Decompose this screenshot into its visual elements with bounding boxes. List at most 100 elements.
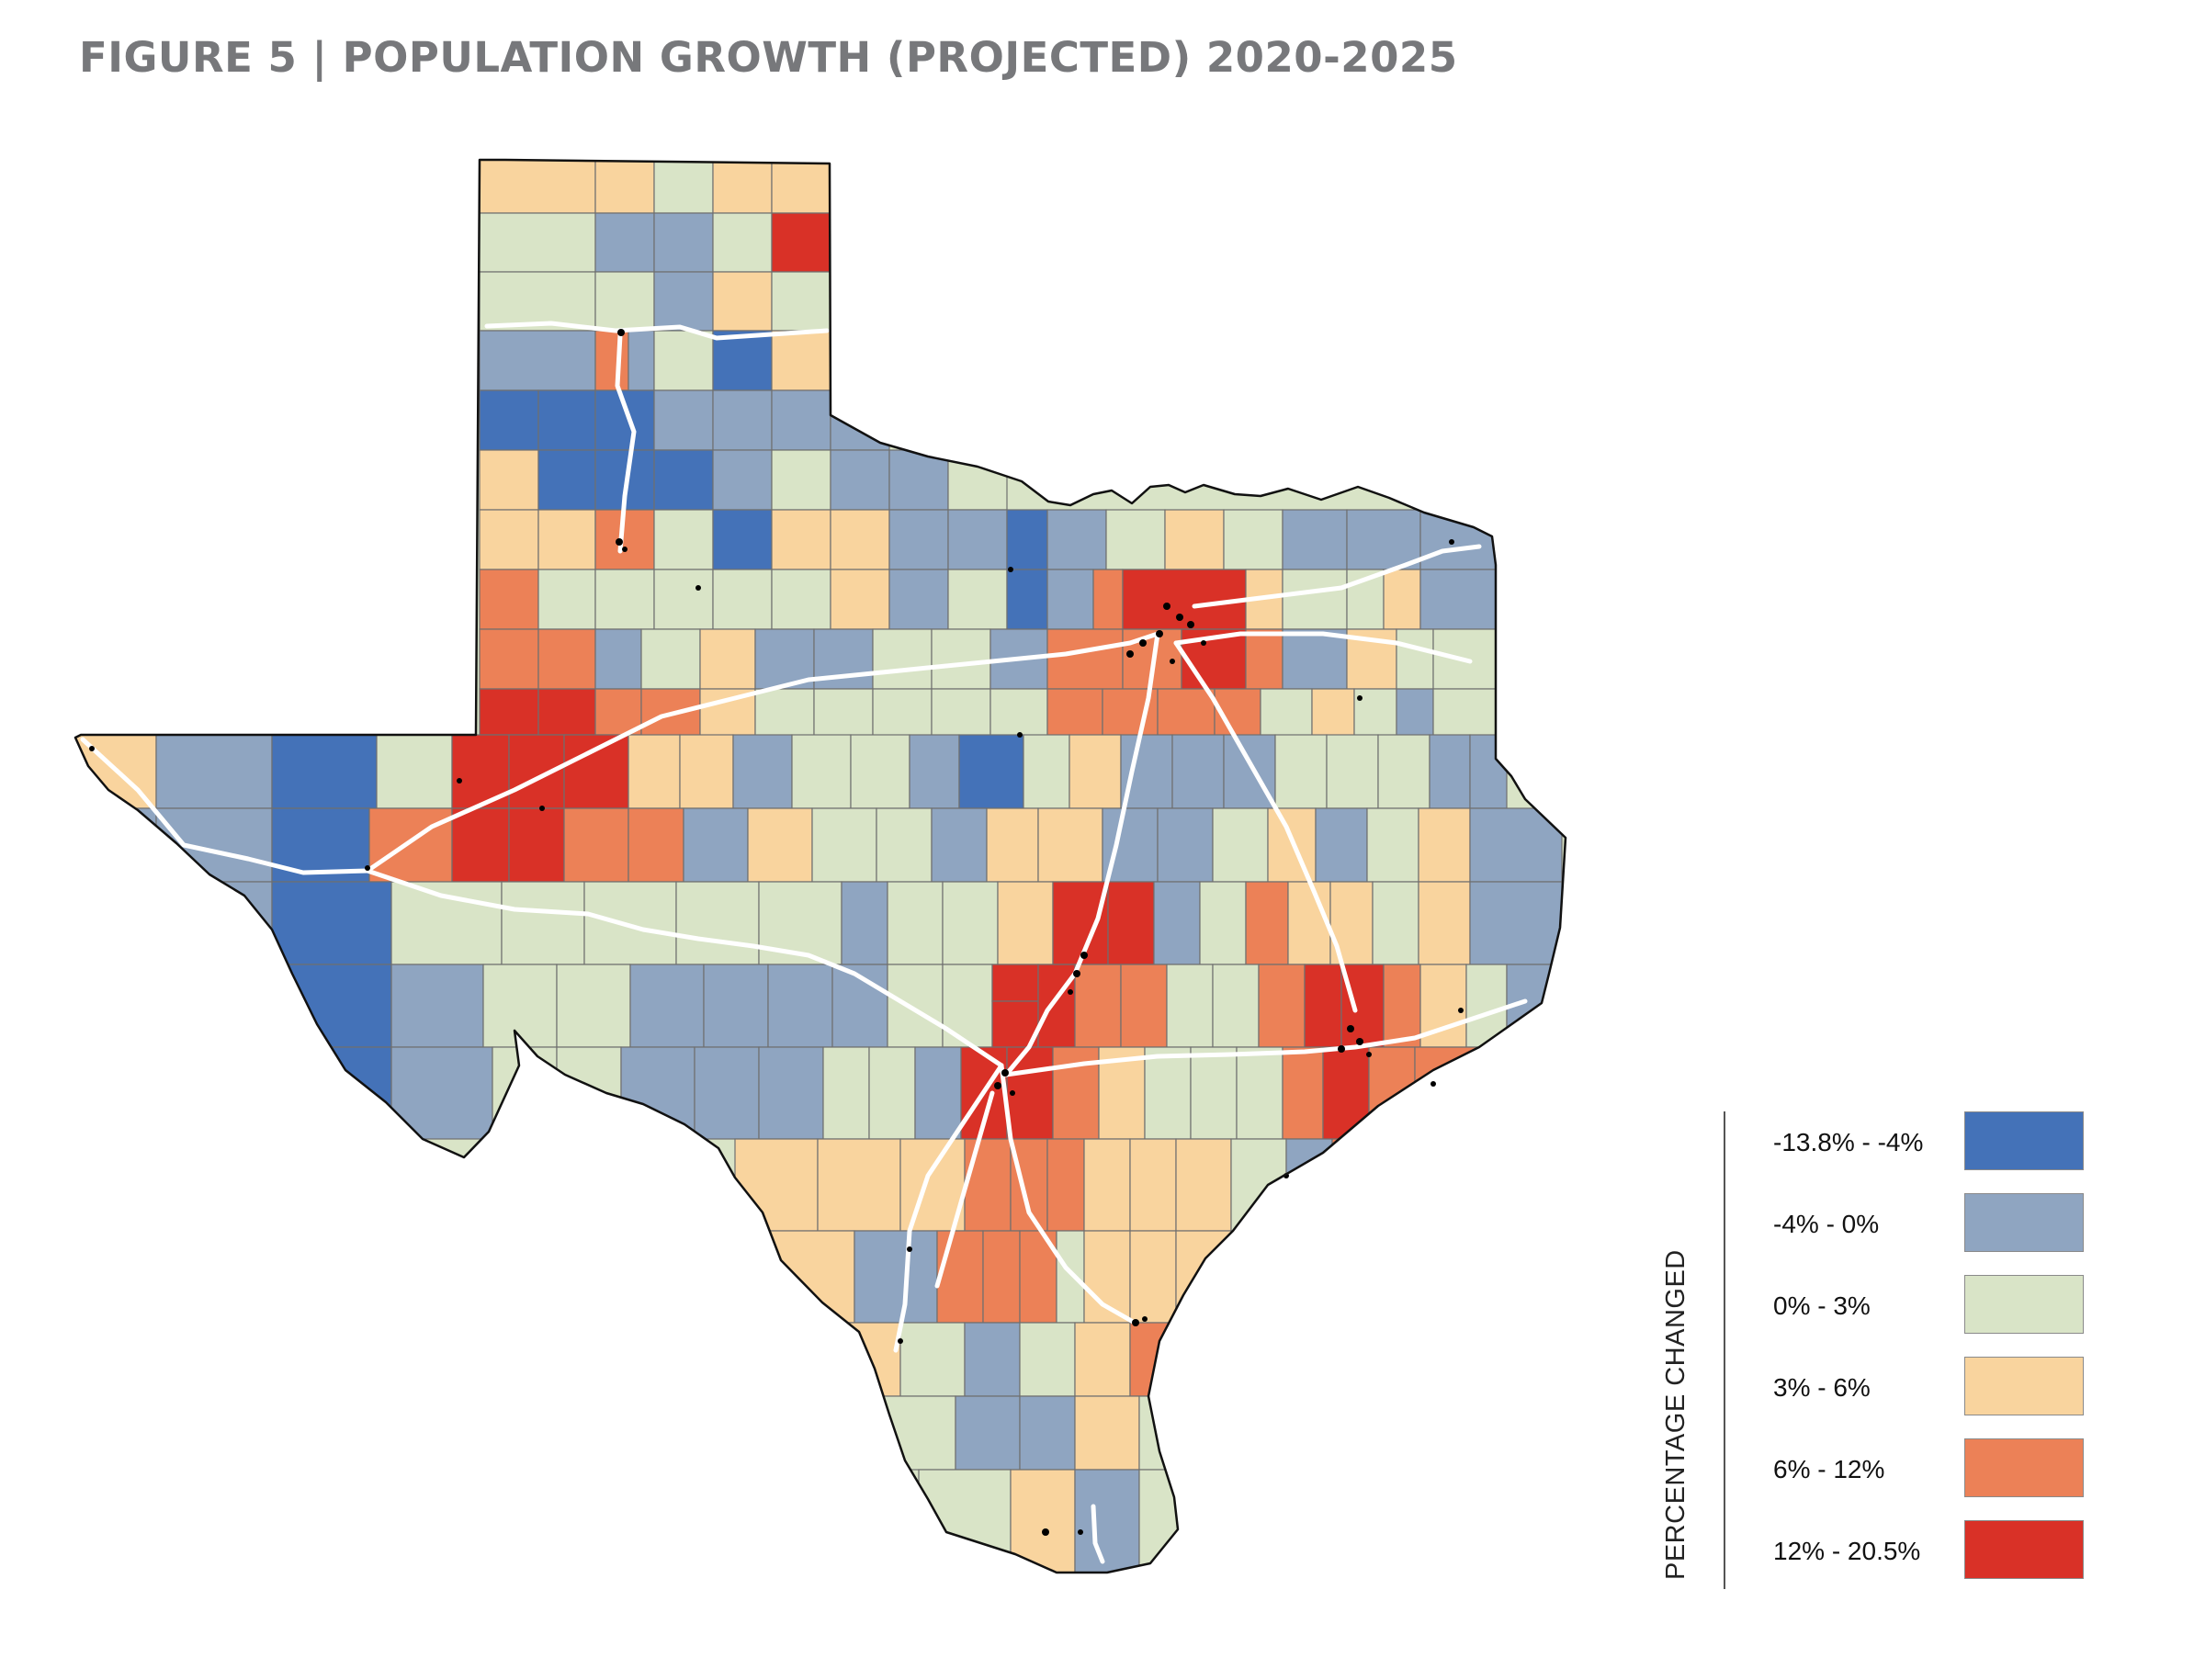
county bbox=[629, 964, 705, 1048]
county bbox=[653, 389, 714, 451]
county bbox=[1010, 1469, 1076, 1573]
highway bbox=[80, 631, 1160, 875]
legend-item: -4% - 0% bbox=[1773, 1193, 2086, 1254]
city-dot bbox=[457, 778, 462, 784]
county bbox=[1037, 807, 1103, 883]
county bbox=[868, 1046, 916, 1140]
county bbox=[1046, 628, 1124, 690]
map-legend: PERCENTAGE CHANGED -13.8% - -4% -4% - 0%… bbox=[1654, 1102, 2095, 1598]
city-dot bbox=[1156, 630, 1163, 637]
county bbox=[771, 271, 831, 332]
county bbox=[712, 509, 773, 570]
highway bbox=[1173, 640, 1358, 1013]
county bbox=[492, 1046, 558, 1140]
county bbox=[479, 212, 596, 273]
choropleth-map bbox=[74, 158, 1567, 1574]
county bbox=[1166, 964, 1214, 1048]
city-dot bbox=[1338, 1045, 1345, 1053]
county bbox=[1418, 881, 1471, 965]
county bbox=[653, 160, 714, 214]
county bbox=[1383, 964, 1421, 1048]
county bbox=[390, 881, 503, 965]
county bbox=[712, 569, 773, 630]
highway bbox=[615, 333, 637, 554]
county bbox=[537, 389, 596, 451]
county bbox=[1396, 628, 1434, 690]
county bbox=[1282, 569, 1348, 630]
county bbox=[1023, 734, 1070, 809]
county bbox=[537, 628, 596, 690]
county bbox=[1074, 1322, 1131, 1397]
county bbox=[1157, 807, 1214, 883]
county bbox=[1019, 1395, 1076, 1471]
county bbox=[1006, 509, 1048, 570]
city-dot bbox=[1347, 1025, 1354, 1032]
city-dot bbox=[1132, 1319, 1139, 1326]
county bbox=[594, 271, 655, 332]
county bbox=[1322, 1046, 1370, 1140]
county bbox=[947, 509, 1008, 570]
county bbox=[1144, 1046, 1192, 1140]
county bbox=[1478, 1046, 1554, 1140]
county bbox=[914, 1046, 962, 1140]
county bbox=[1175, 1138, 1232, 1232]
legend-item: 3% - 6% bbox=[1773, 1357, 2086, 1417]
county bbox=[1282, 509, 1348, 570]
county bbox=[479, 160, 596, 214]
city-dot bbox=[695, 585, 701, 591]
city-dot bbox=[1176, 614, 1183, 621]
legend-label: -4% - 0% bbox=[1773, 1210, 1880, 1238]
highway bbox=[1091, 1504, 1105, 1564]
city-dot bbox=[1017, 732, 1023, 738]
city-dot bbox=[1430, 1081, 1436, 1087]
county bbox=[1212, 964, 1260, 1048]
county bbox=[1469, 734, 1508, 809]
city-dot bbox=[1073, 970, 1080, 977]
county bbox=[1037, 964, 1076, 1048]
city-dot bbox=[1078, 1529, 1083, 1535]
county bbox=[942, 881, 999, 965]
county bbox=[1236, 1046, 1283, 1140]
county bbox=[479, 569, 539, 630]
county bbox=[594, 628, 642, 690]
county bbox=[947, 449, 1008, 511]
county bbox=[1304, 964, 1342, 1048]
county bbox=[811, 807, 877, 883]
county bbox=[771, 212, 831, 273]
county bbox=[955, 1395, 1021, 1471]
county bbox=[762, 1230, 855, 1324]
county bbox=[1052, 881, 1109, 965]
county bbox=[653, 509, 714, 570]
county bbox=[1245, 628, 1283, 690]
county bbox=[451, 807, 510, 883]
county bbox=[1019, 1322, 1076, 1397]
county bbox=[1230, 1230, 1278, 1324]
legend-item: 0% - 3% bbox=[1773, 1275, 2086, 1336]
county bbox=[594, 160, 655, 214]
city-dot bbox=[1068, 989, 1073, 995]
county bbox=[997, 881, 1054, 965]
county bbox=[653, 330, 714, 391]
county bbox=[594, 569, 655, 630]
county bbox=[653, 449, 714, 511]
county bbox=[822, 1046, 870, 1140]
city-dot bbox=[539, 806, 545, 811]
county bbox=[854, 1230, 938, 1324]
county bbox=[1138, 1395, 1177, 1471]
legend-item: 6% - 12% bbox=[1773, 1438, 2086, 1499]
legend-item: -13.8% - -4% bbox=[1773, 1111, 2086, 1172]
county bbox=[501, 881, 585, 965]
texas-outline bbox=[74, 158, 1567, 1574]
highway bbox=[893, 1063, 1004, 1353]
county bbox=[699, 628, 756, 690]
county bbox=[482, 964, 558, 1048]
county bbox=[982, 1230, 1021, 1324]
city-dot bbox=[1163, 603, 1170, 610]
city-dot bbox=[1008, 567, 1013, 572]
county bbox=[1372, 881, 1419, 965]
county bbox=[1469, 807, 1563, 883]
county bbox=[1418, 807, 1471, 883]
county bbox=[991, 964, 1039, 1002]
highway bbox=[484, 321, 830, 341]
county bbox=[479, 628, 539, 690]
